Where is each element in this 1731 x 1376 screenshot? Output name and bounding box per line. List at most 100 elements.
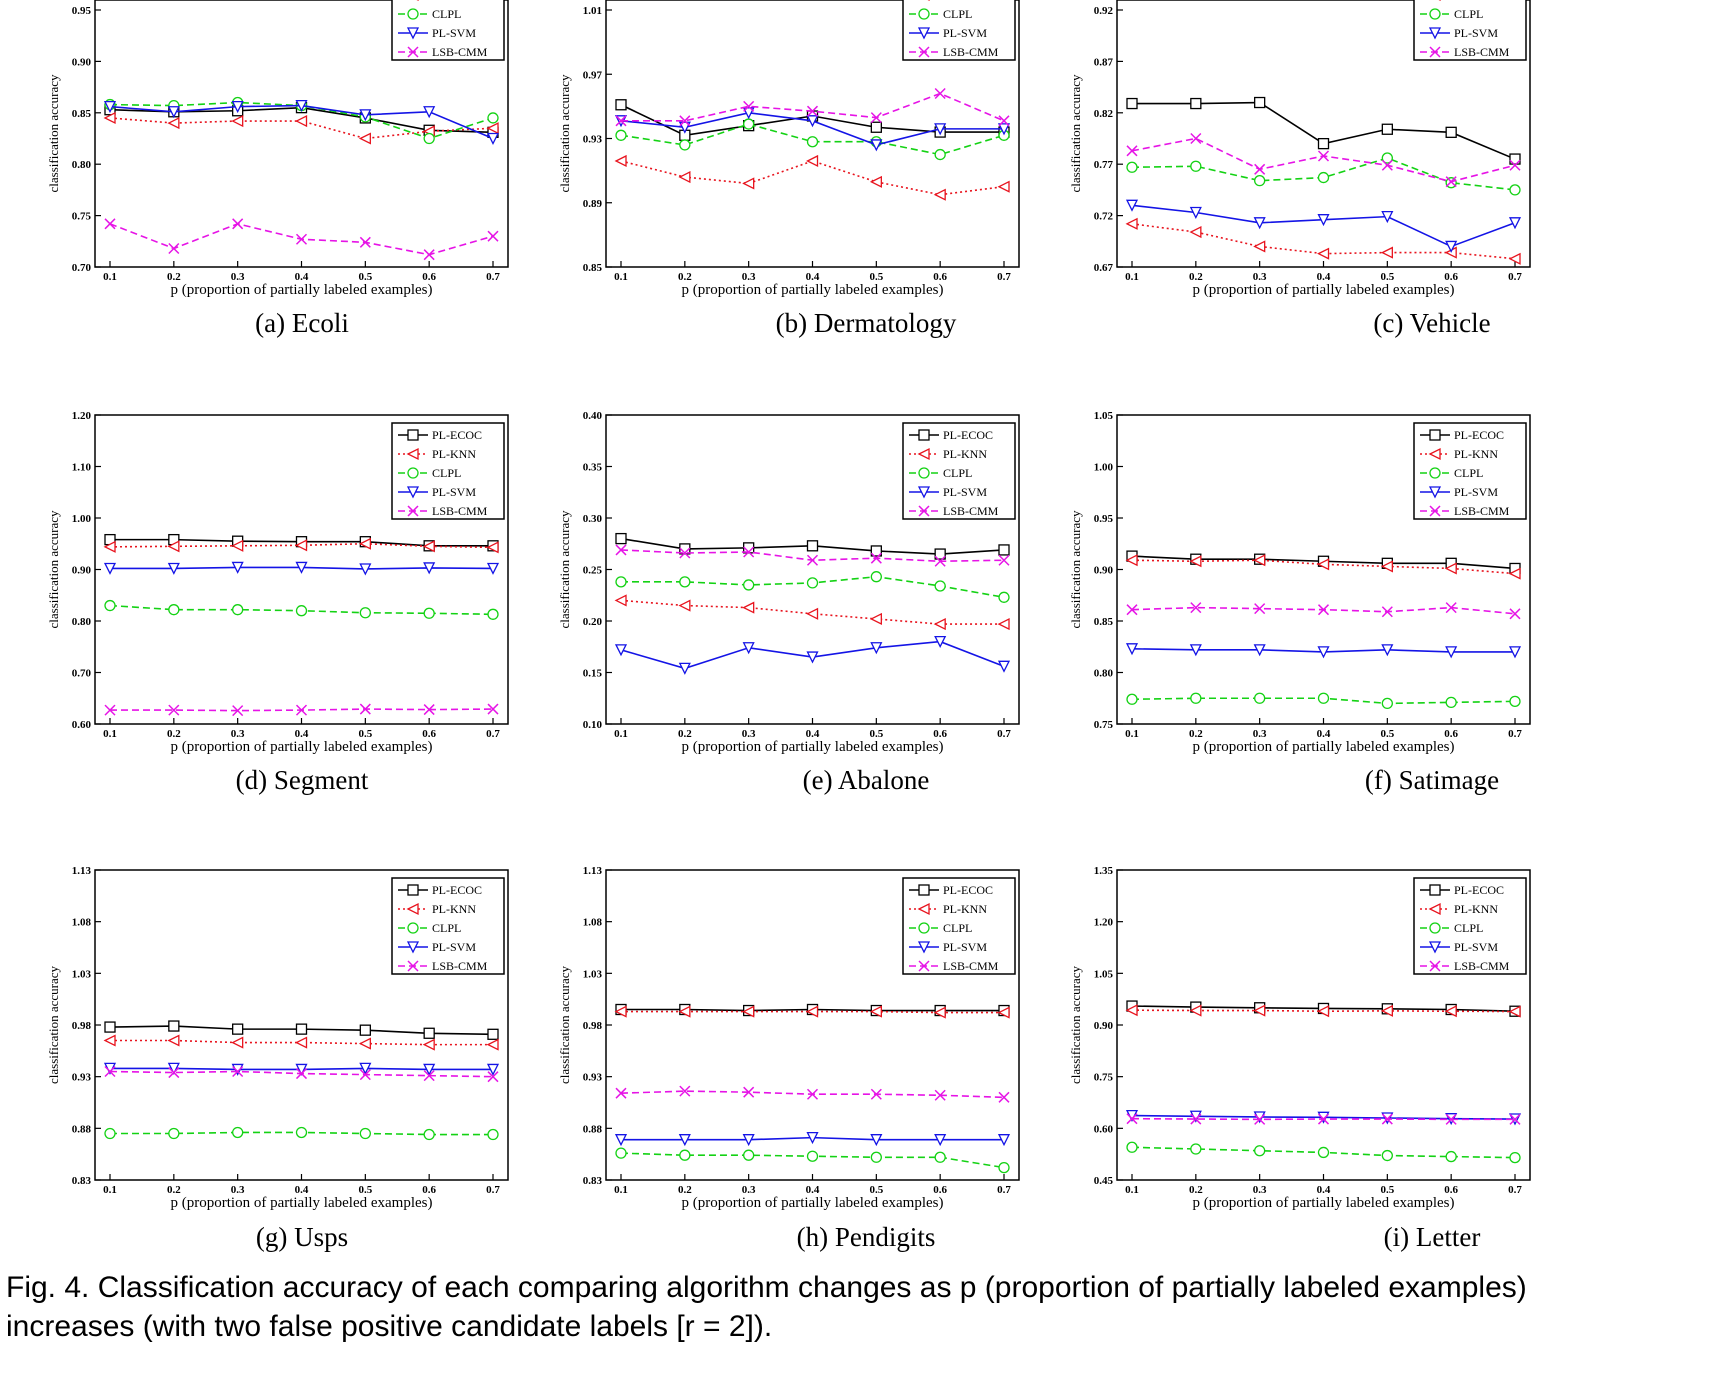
data-point xyxy=(295,1063,308,1076)
data-point xyxy=(232,604,244,616)
y-tick-label: 1.35 xyxy=(1094,865,1114,877)
chart-panel-7: 0.83 0.88 0.93 0.98 1.03 1.08 1.13 0.1 0.2 0.3 0.4… xyxy=(557,865,1020,1211)
y-axis-label: classification accuracy xyxy=(1068,510,1083,629)
x-axis-label: p (proportion of partially labeled examp… xyxy=(171,282,433,298)
legend-label: PL-KNN xyxy=(432,447,476,461)
subplot-caption: (c) Vehicle xyxy=(1373,308,1491,338)
y-tick-label: 0.85 xyxy=(72,108,92,120)
legend-swatch-marker xyxy=(406,447,419,461)
y-tick-label: 0.75 xyxy=(1094,1072,1114,1084)
y-tick-label: 0.85 xyxy=(1094,616,1114,628)
x-tick-label: 0.3 xyxy=(231,728,245,740)
legend-label: LSB-CMM xyxy=(943,959,999,973)
data-point xyxy=(678,121,691,134)
legend-swatch-marker xyxy=(918,922,930,934)
data-point xyxy=(168,704,180,716)
x-tick-label: 0.2 xyxy=(1189,728,1203,740)
data-point xyxy=(103,111,116,124)
data-point xyxy=(1445,646,1458,659)
legend-swatch-marker xyxy=(917,447,930,461)
data-point xyxy=(1444,1005,1457,1018)
data-point xyxy=(998,1091,1010,1103)
data-point xyxy=(168,1020,180,1032)
y-axis-label: classification accuracy xyxy=(557,965,572,1084)
data-point xyxy=(487,1128,499,1141)
data-point xyxy=(1190,97,1202,110)
y-tick-label: 0.90 xyxy=(72,56,92,68)
x-tick-label: 0.5 xyxy=(869,728,883,740)
x-tick-label: 0.6 xyxy=(933,1184,947,1196)
y-tick-label: 0.93 xyxy=(583,134,603,146)
data-point xyxy=(1317,692,1330,704)
series-lsb-cmm xyxy=(615,87,1010,127)
x-tick-label: 0.5 xyxy=(358,728,372,740)
y-tick-label: 1.05 xyxy=(1094,410,1114,422)
data-point xyxy=(614,1134,628,1147)
data-point xyxy=(103,562,117,575)
x-tick-label: 0.7 xyxy=(486,1184,500,1196)
data-point xyxy=(615,1147,627,1159)
data-point xyxy=(1508,252,1521,265)
data-point xyxy=(1317,214,1330,227)
data-point xyxy=(486,132,500,145)
data-point xyxy=(998,1161,1010,1174)
data-point xyxy=(933,188,946,201)
data-point xyxy=(806,1131,819,1145)
x-tick-label: 0.4 xyxy=(806,271,820,283)
chart-panel-2: 0.67 0.72 0.77 0.82 0.87 0.92 0.1 0.2 0.3 0.4 0.5 0… xyxy=(1068,0,1531,298)
y-tick-label: 0.95 xyxy=(1094,513,1114,525)
data-point xyxy=(422,540,435,553)
data-point xyxy=(742,177,755,190)
data-point xyxy=(997,123,1011,136)
x-tick-label: 0.2 xyxy=(1189,1184,1203,1196)
legend-swatch-marker xyxy=(918,429,930,441)
y-tick-label: 1.03 xyxy=(583,968,603,980)
data-point xyxy=(1253,554,1266,567)
data-point xyxy=(806,105,819,117)
figure-caption-line1: Fig. 4. Classification accuracy of each … xyxy=(6,1271,1527,1304)
data-point xyxy=(869,175,882,188)
y-axis-label: classification accuracy xyxy=(557,510,572,629)
data-point xyxy=(1254,163,1266,175)
x-tick-label: 0.7 xyxy=(997,271,1011,283)
data-point xyxy=(1508,567,1521,580)
legend-label: PL-ECOC xyxy=(943,428,993,442)
x-tick-label: 0.3 xyxy=(742,728,756,740)
data-point xyxy=(1125,1004,1138,1017)
data-point xyxy=(1317,247,1330,260)
data-point xyxy=(1509,184,1521,196)
data-point xyxy=(1381,1113,1393,1125)
legend-swatch-marker xyxy=(917,486,931,499)
legend-label: PL-KNN xyxy=(943,0,987,2)
x-tick-label: 0.4 xyxy=(806,728,820,740)
legend-swatch-marker xyxy=(406,27,420,40)
subplot-caption: (i) Letter xyxy=(1383,1222,1481,1252)
y-tick-label: 0.88 xyxy=(583,1123,603,1135)
data-point xyxy=(998,544,1010,556)
data-point xyxy=(806,607,819,620)
x-tick-label: 0.6 xyxy=(422,728,436,740)
x-tick-label: 0.5 xyxy=(1380,271,1394,283)
data-point xyxy=(359,1127,371,1140)
y-axis-label: classification accuracy xyxy=(46,510,61,629)
series-clpl xyxy=(615,1147,1010,1174)
y-tick-label: 0.70 xyxy=(72,668,92,680)
data-point xyxy=(997,180,1010,193)
legend-label: PL-KNN xyxy=(1454,0,1498,2)
legend-label: PL-SVM xyxy=(1454,485,1498,499)
legend-swatch-marker xyxy=(917,941,931,954)
data-point xyxy=(423,1128,435,1141)
legend-label: LSB-CMM xyxy=(432,959,488,973)
legend-swatch-marker xyxy=(406,941,420,954)
data-point xyxy=(806,651,819,664)
x-tick-label: 0.5 xyxy=(869,1184,883,1196)
data-point xyxy=(679,139,691,151)
data-point xyxy=(168,604,180,616)
series-lsb-cmm xyxy=(615,1085,1010,1103)
y-tick-label: 1.05 xyxy=(1094,968,1114,980)
x-tick-label: 0.1 xyxy=(103,1184,117,1196)
x-tick-label: 0.3 xyxy=(1253,728,1267,740)
y-tick-label: 0.93 xyxy=(583,1072,603,1084)
